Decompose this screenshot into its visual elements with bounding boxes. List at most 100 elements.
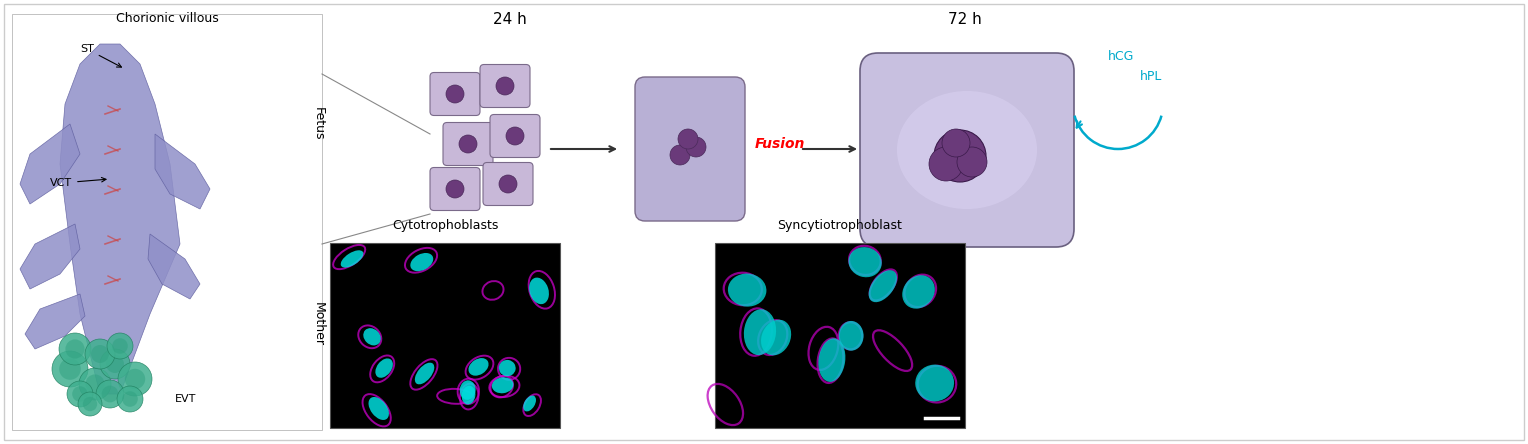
Ellipse shape: [469, 358, 489, 376]
Circle shape: [112, 338, 128, 354]
Bar: [12, 14, 322, 430]
Circle shape: [506, 127, 524, 145]
Ellipse shape: [461, 386, 475, 404]
Circle shape: [86, 339, 115, 369]
Circle shape: [707, 99, 723, 115]
FancyBboxPatch shape: [668, 80, 714, 122]
Circle shape: [96, 380, 124, 408]
Circle shape: [99, 349, 130, 379]
Polygon shape: [60, 44, 180, 394]
Circle shape: [929, 147, 963, 181]
Polygon shape: [24, 294, 86, 349]
Ellipse shape: [761, 320, 792, 355]
Text: VCT: VCT: [50, 178, 105, 188]
FancyBboxPatch shape: [642, 170, 688, 212]
Ellipse shape: [902, 275, 935, 309]
FancyBboxPatch shape: [443, 123, 494, 166]
Circle shape: [957, 147, 987, 177]
Bar: [715, 243, 966, 428]
Text: ST: ST: [79, 44, 121, 67]
Ellipse shape: [368, 397, 390, 420]
Circle shape: [118, 362, 151, 396]
Ellipse shape: [915, 365, 953, 401]
Ellipse shape: [839, 321, 863, 351]
Ellipse shape: [523, 396, 536, 412]
Circle shape: [681, 93, 698, 109]
Circle shape: [941, 129, 970, 157]
Circle shape: [105, 355, 124, 373]
Circle shape: [657, 183, 672, 199]
FancyBboxPatch shape: [429, 72, 480, 115]
Text: Fetus: Fetus: [312, 107, 324, 141]
FancyBboxPatch shape: [860, 53, 1074, 247]
Ellipse shape: [376, 358, 393, 378]
Ellipse shape: [364, 328, 380, 345]
Text: EVT: EVT: [176, 394, 197, 404]
Circle shape: [707, 183, 723, 199]
FancyBboxPatch shape: [429, 167, 480, 210]
Text: Chorionic villous: Chorionic villous: [116, 12, 219, 25]
Circle shape: [669, 145, 691, 165]
Bar: [330, 243, 559, 428]
Circle shape: [60, 358, 81, 380]
Circle shape: [67, 381, 93, 407]
Ellipse shape: [868, 270, 897, 302]
FancyBboxPatch shape: [692, 170, 738, 212]
Circle shape: [72, 386, 87, 402]
FancyBboxPatch shape: [483, 163, 533, 206]
Polygon shape: [154, 134, 209, 209]
Ellipse shape: [460, 381, 475, 400]
Circle shape: [86, 374, 104, 393]
Text: 24 h: 24 h: [494, 12, 527, 27]
Ellipse shape: [498, 360, 515, 376]
Ellipse shape: [414, 363, 434, 385]
Ellipse shape: [848, 247, 882, 277]
Text: hPL: hPL: [1140, 70, 1163, 83]
FancyBboxPatch shape: [642, 86, 688, 128]
Polygon shape: [20, 124, 79, 204]
Text: Mother: Mother: [312, 302, 324, 346]
Circle shape: [118, 386, 144, 412]
Ellipse shape: [529, 278, 549, 304]
FancyBboxPatch shape: [480, 64, 530, 107]
FancyBboxPatch shape: [692, 86, 738, 128]
Circle shape: [122, 391, 138, 407]
Circle shape: [79, 368, 112, 400]
FancyBboxPatch shape: [668, 176, 714, 218]
Circle shape: [92, 345, 108, 363]
Text: Syncytiotrophoblast: Syncytiotrophoblast: [778, 219, 903, 232]
FancyBboxPatch shape: [636, 77, 746, 221]
Circle shape: [83, 397, 98, 411]
Polygon shape: [20, 224, 79, 289]
Circle shape: [60, 333, 92, 365]
Circle shape: [934, 130, 986, 182]
Circle shape: [78, 392, 102, 416]
Text: Fusion: Fusion: [755, 137, 805, 151]
Text: hCG: hCG: [1108, 49, 1134, 63]
Circle shape: [52, 351, 89, 387]
Circle shape: [125, 369, 145, 389]
Ellipse shape: [744, 309, 776, 355]
Circle shape: [446, 180, 465, 198]
Text: Cytotrophoblasts: Cytotrophoblasts: [391, 219, 498, 232]
Ellipse shape: [819, 338, 845, 382]
Circle shape: [497, 77, 513, 95]
Ellipse shape: [727, 274, 767, 307]
Ellipse shape: [411, 253, 434, 271]
Circle shape: [686, 137, 706, 157]
Polygon shape: [148, 234, 200, 299]
Ellipse shape: [897, 91, 1038, 209]
Circle shape: [66, 339, 84, 359]
Ellipse shape: [492, 377, 513, 393]
Circle shape: [678, 129, 698, 149]
Circle shape: [107, 333, 133, 359]
Ellipse shape: [341, 250, 364, 268]
Circle shape: [101, 385, 118, 402]
Text: 72 h: 72 h: [949, 12, 983, 27]
Circle shape: [657, 99, 672, 115]
Circle shape: [500, 175, 516, 193]
Circle shape: [681, 189, 698, 205]
Circle shape: [446, 85, 465, 103]
Circle shape: [458, 135, 477, 153]
FancyBboxPatch shape: [490, 115, 539, 158]
